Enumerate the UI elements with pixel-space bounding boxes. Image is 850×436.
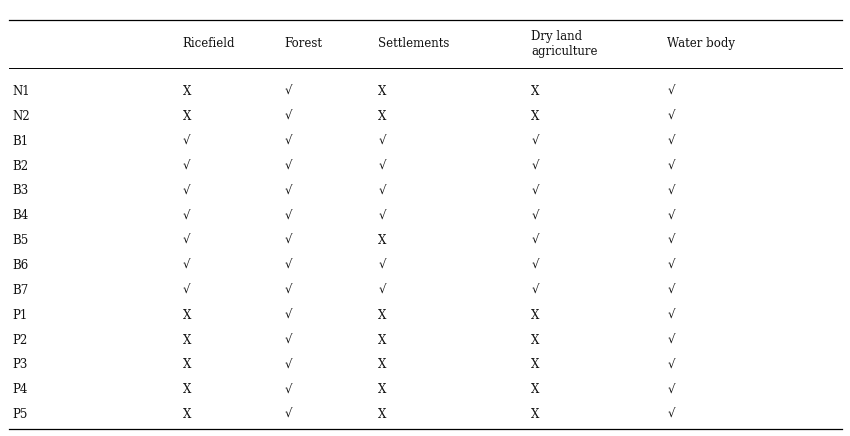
Text: √: √ — [531, 184, 539, 198]
Text: √: √ — [285, 85, 292, 98]
Text: √: √ — [285, 110, 292, 123]
Text: √: √ — [378, 160, 386, 173]
Text: Dry land
agriculture: Dry land agriculture — [531, 30, 598, 58]
Text: √: √ — [285, 408, 292, 421]
Text: Settlements: Settlements — [378, 37, 450, 50]
Text: √: √ — [667, 110, 675, 123]
Text: P1: P1 — [13, 309, 28, 322]
Text: √: √ — [378, 135, 386, 148]
Text: √: √ — [183, 209, 190, 222]
Text: X: X — [183, 110, 191, 123]
Text: √: √ — [285, 160, 292, 173]
Text: X: X — [183, 85, 191, 98]
Text: √: √ — [285, 358, 292, 371]
Text: √: √ — [667, 284, 675, 297]
Text: X: X — [183, 334, 191, 347]
Text: X: X — [183, 309, 191, 322]
Text: X: X — [531, 309, 540, 322]
Text: Water body: Water body — [667, 37, 735, 50]
Text: P2: P2 — [13, 334, 28, 347]
Text: X: X — [378, 408, 387, 421]
Text: B1: B1 — [13, 135, 29, 148]
Text: X: X — [531, 408, 540, 421]
Text: X: X — [531, 383, 540, 396]
Text: Ricefield: Ricefield — [183, 37, 235, 50]
Text: √: √ — [285, 334, 292, 347]
Text: X: X — [183, 358, 191, 371]
Text: √: √ — [183, 135, 190, 148]
Text: √: √ — [378, 184, 386, 198]
Text: √: √ — [531, 259, 539, 272]
Text: X: X — [378, 309, 387, 322]
Text: √: √ — [667, 184, 675, 198]
Text: √: √ — [667, 334, 675, 347]
Text: √: √ — [285, 135, 292, 148]
Text: P4: P4 — [13, 383, 28, 396]
Text: √: √ — [667, 234, 675, 247]
Text: B5: B5 — [13, 234, 29, 247]
Text: Forest: Forest — [285, 37, 323, 50]
Text: B7: B7 — [13, 284, 29, 297]
Text: X: X — [531, 334, 540, 347]
Text: √: √ — [667, 160, 675, 173]
Text: X: X — [378, 234, 387, 247]
Text: X: X — [183, 383, 191, 396]
Text: √: √ — [667, 259, 675, 272]
Text: √: √ — [183, 259, 190, 272]
Text: √: √ — [667, 408, 675, 421]
Text: √: √ — [531, 209, 539, 222]
Text: √: √ — [667, 309, 675, 322]
Text: √: √ — [285, 184, 292, 198]
Text: N1: N1 — [13, 85, 31, 98]
Text: √: √ — [378, 209, 386, 222]
Text: X: X — [378, 85, 387, 98]
Text: X: X — [531, 110, 540, 123]
Text: √: √ — [378, 259, 386, 272]
Text: √: √ — [531, 284, 539, 297]
Text: B6: B6 — [13, 259, 29, 272]
Text: √: √ — [285, 259, 292, 272]
Text: √: √ — [531, 160, 539, 173]
Text: X: X — [378, 110, 387, 123]
Text: √: √ — [183, 234, 190, 247]
Text: √: √ — [285, 284, 292, 297]
Text: P5: P5 — [13, 408, 28, 421]
Text: X: X — [378, 334, 387, 347]
Text: B4: B4 — [13, 209, 29, 222]
Text: B3: B3 — [13, 184, 29, 198]
Text: √: √ — [667, 85, 675, 98]
Text: √: √ — [183, 160, 190, 173]
Text: X: X — [183, 408, 191, 421]
Text: √: √ — [285, 383, 292, 396]
Text: √: √ — [285, 209, 292, 222]
Text: √: √ — [285, 309, 292, 322]
Text: X: X — [531, 358, 540, 371]
Text: √: √ — [378, 284, 386, 297]
Text: √: √ — [667, 383, 675, 396]
Text: N2: N2 — [13, 110, 31, 123]
Text: √: √ — [667, 209, 675, 222]
Text: √: √ — [285, 234, 292, 247]
Text: √: √ — [531, 135, 539, 148]
Text: √: √ — [183, 184, 190, 198]
Text: X: X — [378, 358, 387, 371]
Text: X: X — [531, 85, 540, 98]
Text: P3: P3 — [13, 358, 28, 371]
Text: √: √ — [667, 135, 675, 148]
Text: B2: B2 — [13, 160, 29, 173]
Text: X: X — [378, 383, 387, 396]
Text: √: √ — [531, 234, 539, 247]
Text: √: √ — [667, 358, 675, 371]
Text: √: √ — [183, 284, 190, 297]
